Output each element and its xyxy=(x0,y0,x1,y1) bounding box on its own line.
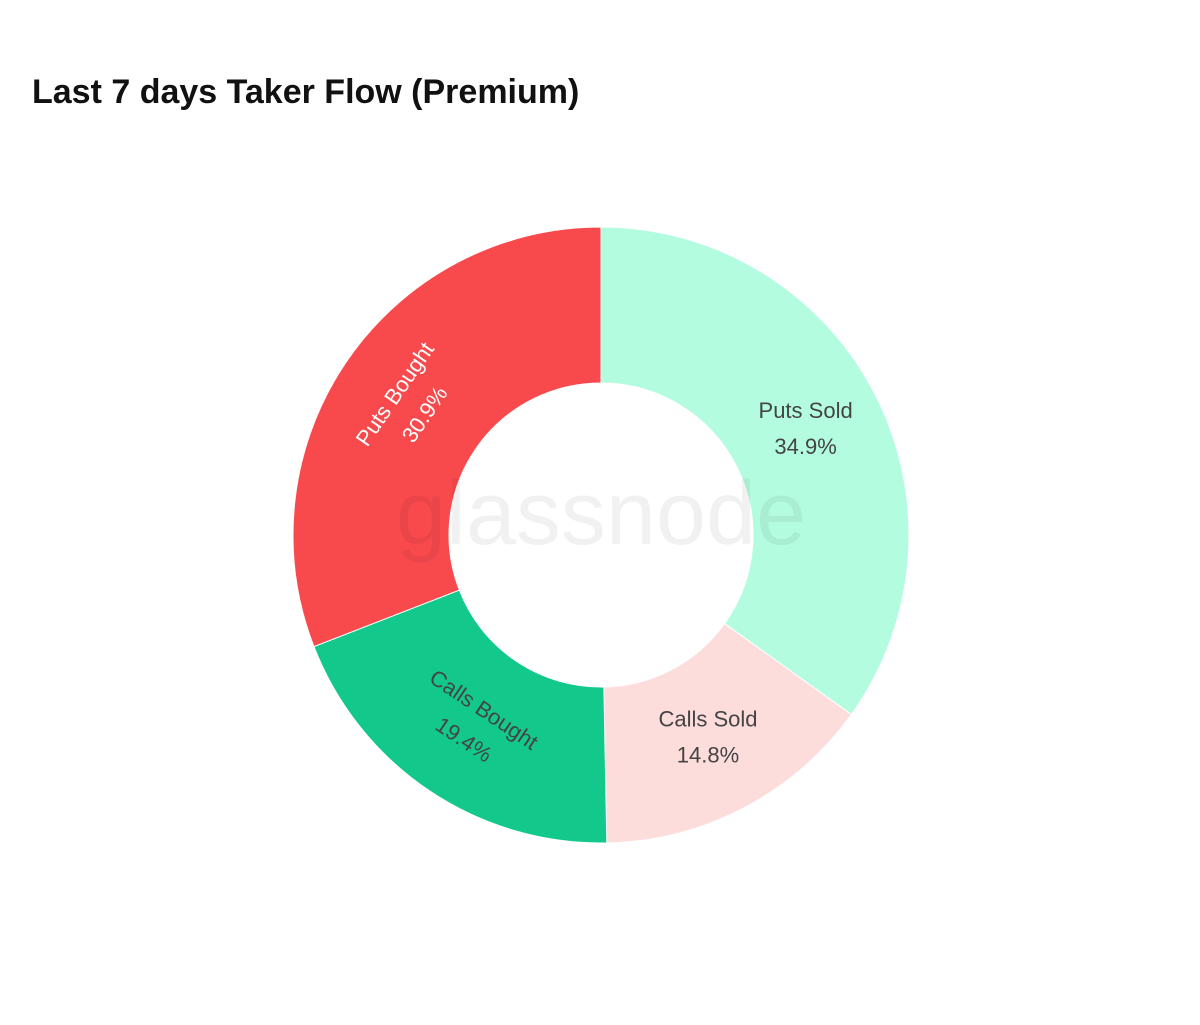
watermark: glassnode xyxy=(396,464,806,564)
slice-label: Puts Sold 34.9% xyxy=(759,398,853,459)
slice xyxy=(600,226,910,716)
slice xyxy=(313,589,608,844)
slice-category: Puts Sold xyxy=(759,398,853,423)
slice xyxy=(603,622,853,844)
chart-title: Last 7 days Taker Flow (Premium) xyxy=(32,73,579,111)
slice-label: Calls Sold 14.8% xyxy=(658,706,757,767)
slice-category: Calls Sold xyxy=(658,706,757,731)
slice-value: 14.8% xyxy=(677,742,739,767)
slice-value: 34.9% xyxy=(774,434,836,459)
slice xyxy=(292,226,602,648)
